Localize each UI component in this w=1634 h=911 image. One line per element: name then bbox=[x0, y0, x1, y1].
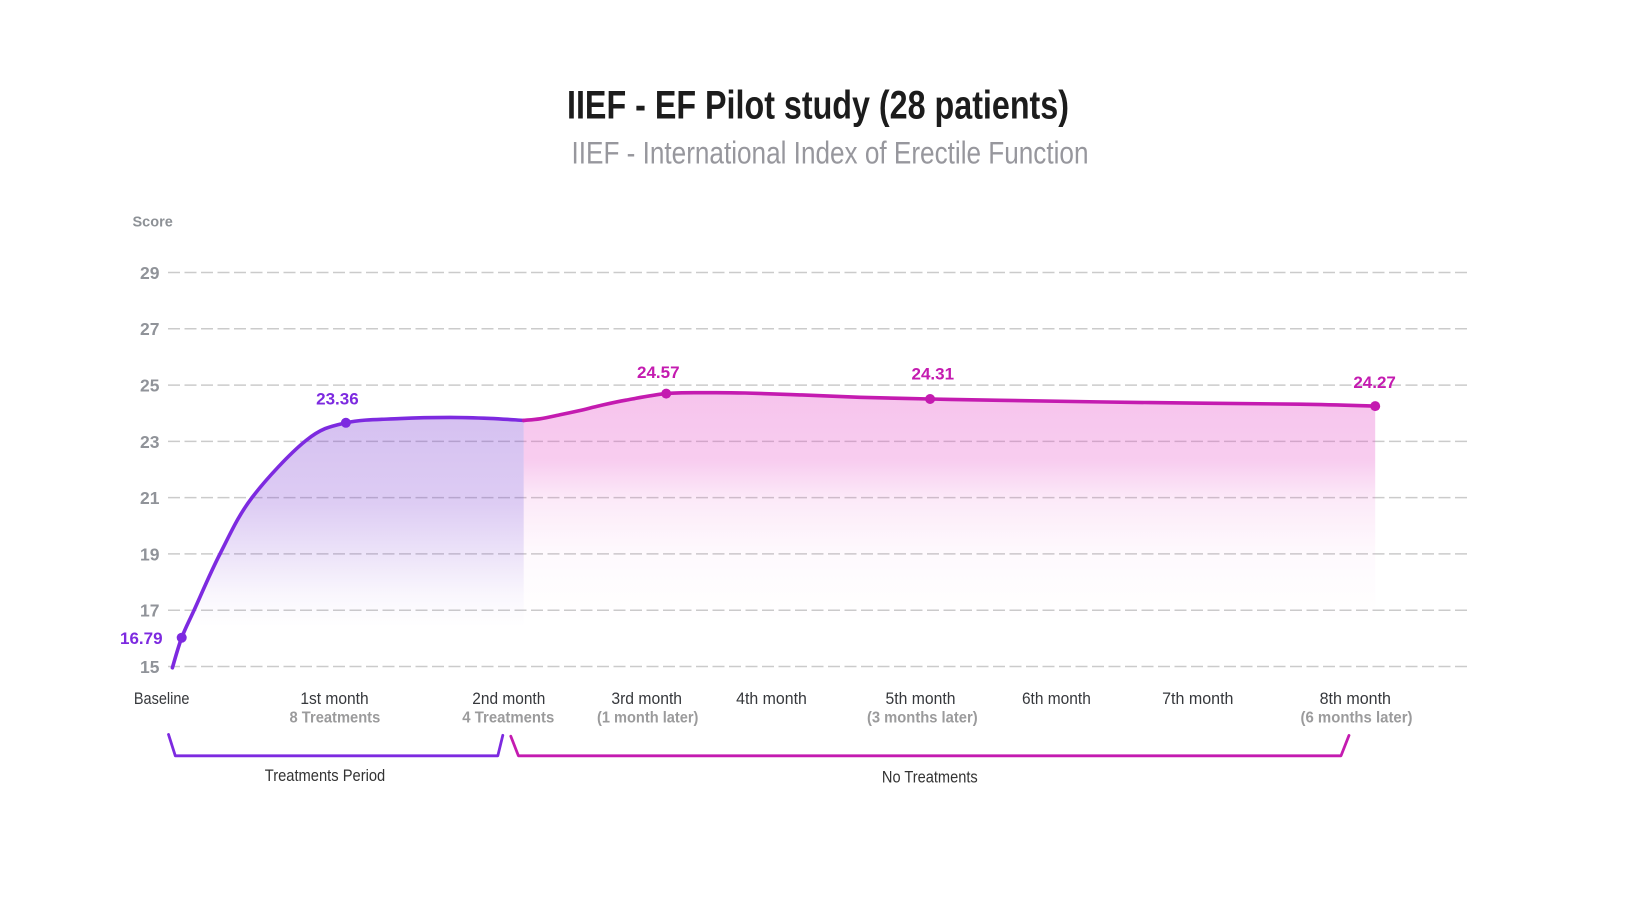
svg-text:16.79: 16.79 bbox=[120, 629, 163, 648]
svg-text:2nd month: 2nd month bbox=[472, 690, 545, 708]
svg-text:8 Treatments: 8 Treatments bbox=[290, 710, 381, 727]
svg-text:17: 17 bbox=[140, 601, 159, 621]
svg-text:(6 months later): (6 months later) bbox=[1301, 710, 1413, 727]
svg-text:7th month: 7th month bbox=[1162, 690, 1233, 708]
svg-text:4th month: 4th month bbox=[736, 690, 807, 708]
svg-text:Baseline: Baseline bbox=[134, 690, 190, 708]
svg-text:6th month: 6th month bbox=[1022, 690, 1091, 708]
svg-text:25: 25 bbox=[140, 376, 160, 396]
svg-text:Score: Score bbox=[133, 214, 173, 230]
svg-text:5th month: 5th month bbox=[886, 690, 956, 708]
svg-text:No Treatments: No Treatments bbox=[882, 769, 978, 787]
svg-text:IIEF - International Index of: IIEF - International Index of Erectile F… bbox=[572, 135, 1089, 171]
svg-text:4 Treatments: 4 Treatments bbox=[462, 710, 554, 727]
svg-text:23.36: 23.36 bbox=[316, 390, 359, 409]
svg-text:Treatments Period: Treatments Period bbox=[265, 767, 386, 785]
svg-text:21: 21 bbox=[140, 488, 160, 508]
svg-text:15: 15 bbox=[140, 657, 160, 677]
svg-text:19: 19 bbox=[140, 544, 160, 564]
svg-text:24.31: 24.31 bbox=[912, 364, 955, 383]
svg-text:29: 29 bbox=[140, 263, 160, 283]
svg-text:3rd month: 3rd month bbox=[611, 690, 682, 708]
svg-text:23: 23 bbox=[140, 432, 160, 452]
svg-text:(1 month later): (1 month later) bbox=[597, 710, 698, 727]
svg-text:IIEF - EF Pilot study (28 pati: IIEF - EF Pilot study (28 patients) bbox=[567, 84, 1069, 128]
svg-text:27: 27 bbox=[140, 319, 159, 339]
svg-text:24.27: 24.27 bbox=[1353, 373, 1396, 392]
svg-text:24.57: 24.57 bbox=[637, 363, 680, 382]
svg-text:(3 months later): (3 months later) bbox=[867, 710, 978, 727]
svg-text:1st month: 1st month bbox=[300, 690, 368, 708]
svg-text:8th month: 8th month bbox=[1320, 690, 1391, 708]
